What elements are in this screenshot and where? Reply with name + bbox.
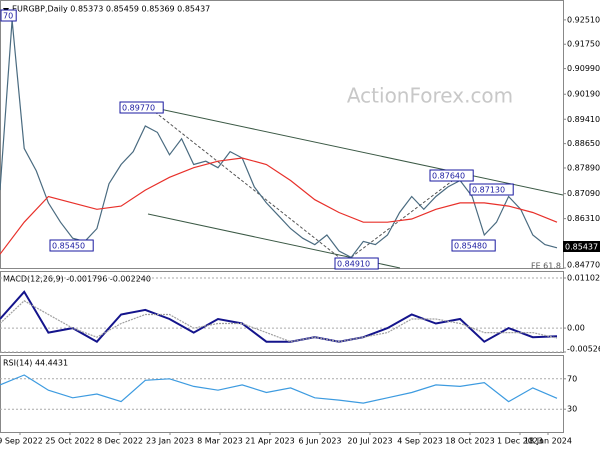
x-tick-label: 6 Jun 2023 <box>298 437 341 446</box>
x-tick-label: 25 Oct 2022 <box>45 437 94 446</box>
x-tick-label: 18 Oct 2023 <box>445 437 494 446</box>
x-tick-label: 20 Jul 2023 <box>347 437 392 446</box>
y-tick-label: 0.89410 <box>567 115 600 124</box>
y-tick-label: 0.92510 <box>567 15 600 24</box>
price-label-box <box>49 239 94 252</box>
y-tick-label: 0.91750 <box>567 40 600 49</box>
x-tick-label: 1 Dec 2023 <box>497 437 543 446</box>
y-tick-label: 0.88650 <box>567 139 600 148</box>
main-panel-frame <box>0 0 564 269</box>
price-label-box <box>0 9 17 22</box>
series-line <box>0 20 558 259</box>
y-tick-label: 0.90190 <box>567 90 600 99</box>
y-tick-label: 0.87090 <box>567 189 600 198</box>
x-tick-label: 21 Apr 2023 <box>245 437 294 446</box>
y-tick-label: 0.011027 <box>567 274 600 283</box>
x-tick-label: 4 Sep 2023 <box>397 437 443 446</box>
last-price-box <box>563 241 600 252</box>
y-tick-label: -0.005267 <box>567 345 600 354</box>
last-price: 0.85437 <box>565 243 598 252</box>
price-label-box <box>429 169 474 182</box>
y-tick-label: 70 <box>567 374 577 383</box>
y-tick-label: 0.90990 <box>567 64 600 73</box>
series-line <box>0 157 558 255</box>
series-line <box>0 300 558 343</box>
series-line <box>0 290 558 343</box>
x-tick-label: 8 Dec 2022 <box>97 437 143 446</box>
price-label: 0.85450 <box>52 242 85 251</box>
price-label: 0.85480 <box>454 242 487 251</box>
price-label-box <box>119 101 164 114</box>
x-tick-label: 9 Sep 2022 <box>0 437 43 446</box>
price-label-box <box>334 257 379 270</box>
fe-label: FE 61.8 <box>531 262 561 271</box>
price-label-box <box>469 183 514 196</box>
x-tick-label: 23 Jan 2023 <box>146 437 194 446</box>
price-label: 0.84910 <box>337 260 370 269</box>
watermark: ActionForex.com <box>347 84 513 108</box>
y-tick-label: 0.84770 <box>567 261 600 270</box>
price-label: 0.87130 <box>472 186 505 195</box>
x-tick-label: 18 Jan 2024 <box>524 437 572 446</box>
price-label: 70 <box>3 12 13 21</box>
rsi-title: RSI(14) 44.4431 <box>3 359 68 368</box>
channel-upper <box>154 107 564 196</box>
chart-title: EURGBP,Daily 0.85373 0.85459 0.85369 0.8… <box>12 5 210 14</box>
price-label: 0.89770 <box>122 104 155 113</box>
macd-title: MACD(12,26,9) -0.001796 -0.002240 <box>3 275 151 284</box>
series-line <box>0 374 558 404</box>
y-tick-label: 0.86310 <box>567 214 600 223</box>
y-tick-label: 0.87890 <box>567 163 600 172</box>
y-tick-label: 30 <box>567 405 577 414</box>
rsi-panel-frame <box>0 355 564 433</box>
price-label-box <box>451 239 496 252</box>
x-tick-label: 8 Mar 2023 <box>197 437 243 446</box>
price-label: 0.87640 <box>432 172 465 181</box>
y-tick-label: 0.00 <box>567 324 585 333</box>
